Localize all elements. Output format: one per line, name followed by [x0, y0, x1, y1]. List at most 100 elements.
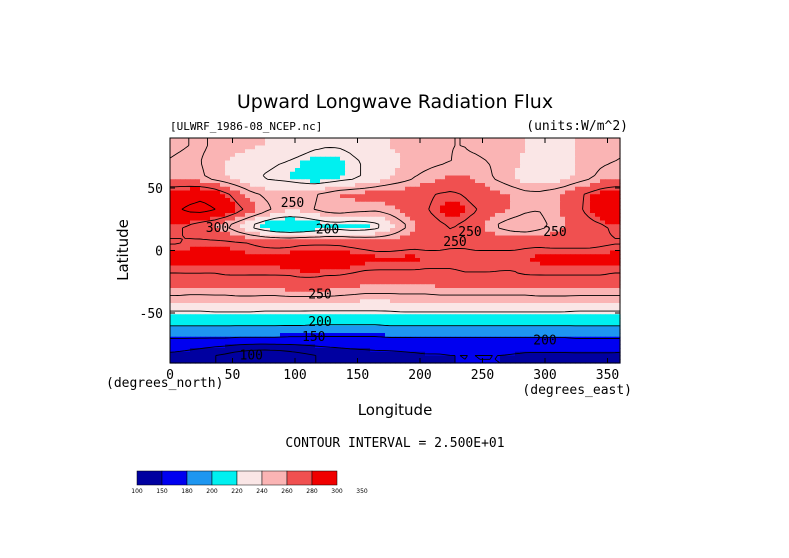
- heat-cell: [240, 141, 246, 147]
- heat-cell: [600, 250, 606, 255]
- heat-cell: [225, 265, 231, 270]
- heat-cell: [570, 318, 576, 323]
- heat-cell: [520, 318, 526, 323]
- heat-cell: [360, 265, 366, 270]
- heat-cell: [435, 153, 441, 158]
- heat-cell: [450, 295, 456, 300]
- heat-cell: [385, 164, 391, 169]
- heat-cell: [580, 216, 586, 222]
- heat-cell: [310, 209, 316, 214]
- heat-cell: [470, 153, 476, 158]
- heat-cell: [345, 209, 351, 214]
- heat-cell: [215, 209, 221, 214]
- heat-cell: [270, 209, 276, 214]
- heat-cell: [520, 254, 526, 259]
- heat-cell: [565, 138, 571, 143]
- heat-cell: [485, 231, 491, 237]
- heat-cell: [500, 303, 506, 308]
- heat-cell: [515, 243, 521, 248]
- heat-cell: [420, 209, 426, 214]
- heat-cell: [475, 273, 481, 278]
- heat-cell: [410, 205, 416, 210]
- heat-cell: [500, 160, 506, 165]
- heat-cell: [265, 156, 271, 162]
- heat-cell: [365, 198, 371, 203]
- heat-cell: [305, 269, 311, 274]
- heat-cell: [495, 205, 501, 210]
- heat-cell: [210, 175, 216, 180]
- heat-cell: [215, 198, 221, 203]
- heat-cell: [275, 321, 281, 327]
- heat-cell: [540, 149, 546, 154]
- heat-cell: [545, 303, 551, 308]
- heat-cell: [255, 243, 261, 248]
- heat-cell: [520, 280, 526, 285]
- heat-cell: [320, 194, 326, 199]
- heat-cell: [305, 141, 311, 147]
- heat-cell: [195, 340, 201, 345]
- heat-cell: [490, 303, 496, 308]
- heat-cell: [315, 325, 321, 330]
- heat-cell: [375, 284, 381, 289]
- heat-cell: [600, 205, 606, 210]
- heat-cell: [590, 258, 596, 263]
- heat-cell: [510, 299, 516, 304]
- heat-cell: [375, 276, 381, 282]
- heat-cell: [290, 318, 296, 323]
- heat-cell: [220, 340, 226, 345]
- heat-cell: [285, 340, 291, 345]
- heat-cell: [560, 265, 566, 270]
- heat-cell: [365, 246, 371, 252]
- heat-cell: [310, 175, 316, 180]
- heat-cell: [540, 318, 546, 323]
- heat-cell: [245, 258, 251, 263]
- heat-cell: [250, 280, 256, 285]
- heat-cell: [475, 325, 481, 330]
- heat-cell: [520, 156, 526, 162]
- heat-cell: [530, 299, 536, 304]
- heat-cell: [450, 291, 456, 297]
- heat-cell: [170, 213, 176, 218]
- heat-cell: [575, 314, 581, 319]
- heat-cell: [255, 314, 261, 319]
- heat-cell: [510, 321, 516, 327]
- heat-cell: [250, 284, 256, 289]
- heat-cell: [345, 250, 351, 255]
- heat-cell: [355, 344, 361, 349]
- heat-cell: [505, 205, 511, 210]
- heat-cell: [420, 216, 426, 222]
- heat-cell: [560, 228, 566, 233]
- heat-cell: [485, 329, 491, 334]
- heat-cell: [450, 284, 456, 289]
- heat-cell: [505, 239, 511, 244]
- heat-cell: [435, 288, 441, 293]
- heat-cell: [430, 168, 436, 173]
- heat-cell: [355, 153, 361, 158]
- heat-cell: [575, 336, 581, 342]
- heat-cell: [225, 295, 231, 300]
- heat-cell: [185, 198, 191, 203]
- heat-cell: [405, 269, 411, 274]
- heat-cell: [285, 141, 291, 147]
- heat-cell: [465, 258, 471, 263]
- heat-cell: [535, 190, 541, 195]
- heat-cell: [355, 145, 361, 150]
- heat-cell: [575, 190, 581, 195]
- heat-cell: [440, 254, 446, 259]
- heat-cell: [330, 194, 336, 199]
- heat-cell: [595, 186, 601, 192]
- heat-cell: [605, 171, 611, 177]
- heat-cell: [535, 198, 541, 203]
- heat-cell: [475, 175, 481, 180]
- heat-cell: [425, 310, 431, 315]
- heat-cell: [535, 299, 541, 304]
- heat-cell: [525, 145, 531, 150]
- heat-cell: [515, 310, 521, 315]
- heat-cell: [480, 314, 486, 319]
- heat-cell: [445, 201, 451, 207]
- heat-cell: [270, 190, 276, 195]
- heat-cell: [210, 190, 216, 195]
- heat-cell: [615, 141, 621, 147]
- heat-cell: [220, 224, 226, 229]
- heat-cell: [600, 198, 606, 203]
